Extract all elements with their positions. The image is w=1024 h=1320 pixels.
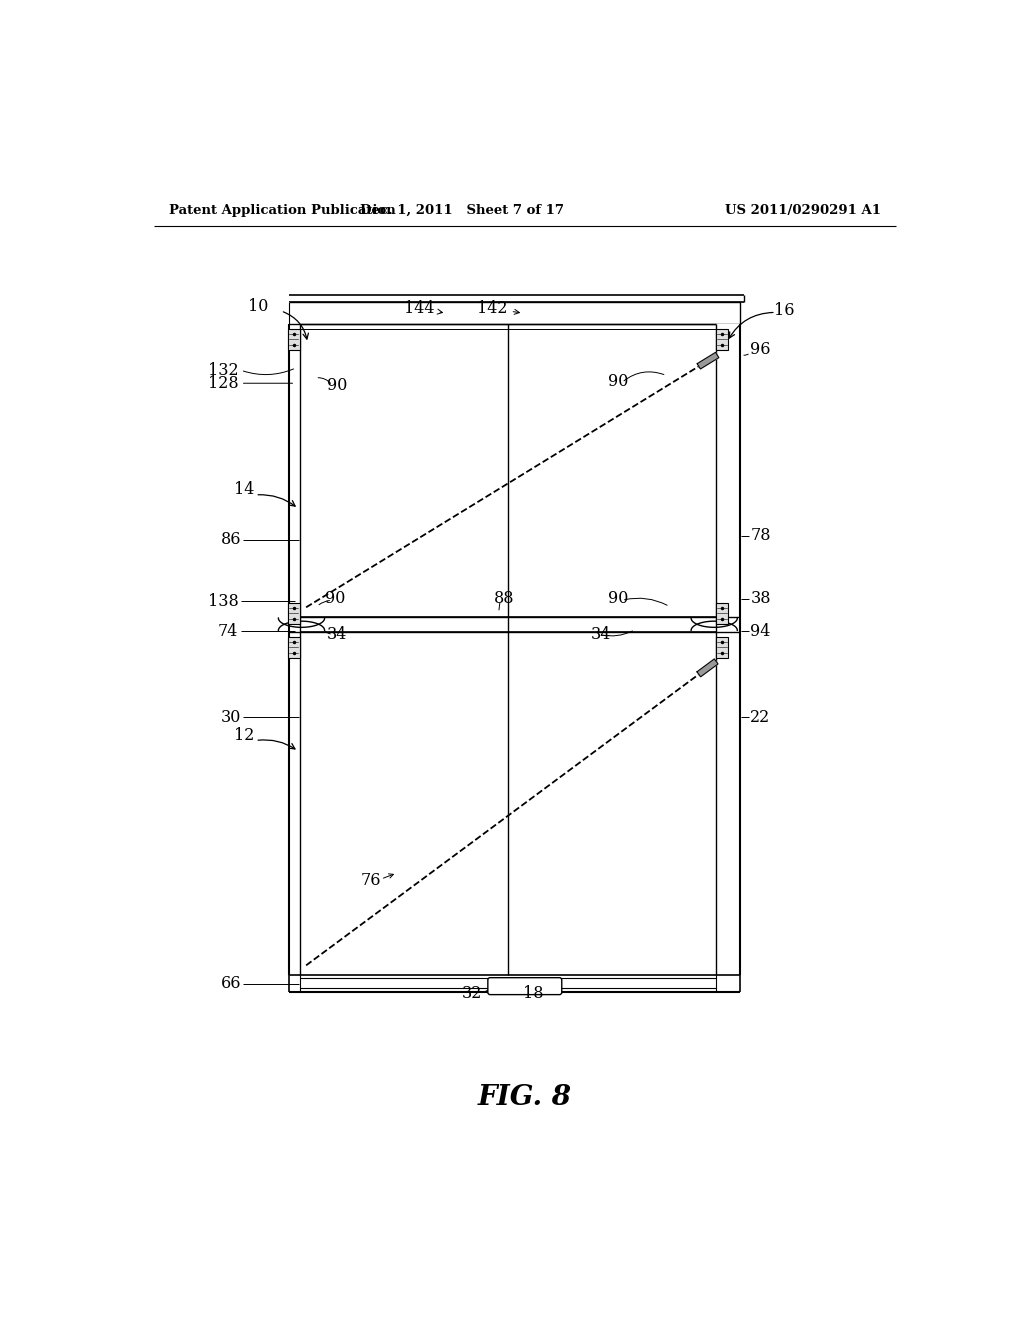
Text: 12: 12 (233, 727, 254, 744)
Text: 94: 94 (751, 623, 771, 640)
Text: 88: 88 (494, 590, 514, 607)
Text: 22: 22 (751, 709, 771, 726)
Text: 38: 38 (751, 590, 771, 607)
Bar (288, 603, 300, 624)
Text: 132: 132 (208, 362, 239, 379)
Bar (716, 636, 728, 659)
Text: 96: 96 (751, 341, 771, 358)
Polygon shape (697, 659, 718, 677)
Text: 86: 86 (221, 531, 242, 548)
Text: 144: 144 (404, 300, 442, 317)
Text: 90: 90 (325, 590, 345, 607)
Text: 18: 18 (523, 985, 544, 1002)
Text: Patent Application Publication: Patent Application Publication (169, 205, 396, 218)
Text: US 2011/0290291 A1: US 2011/0290291 A1 (725, 205, 882, 218)
Text: 34: 34 (327, 626, 347, 643)
Text: 74: 74 (218, 623, 239, 640)
Text: 90: 90 (608, 374, 629, 391)
Polygon shape (697, 352, 719, 368)
Text: Dec. 1, 2011   Sheet 7 of 17: Dec. 1, 2011 Sheet 7 of 17 (359, 205, 563, 218)
Text: 10: 10 (248, 298, 268, 314)
Text: 128: 128 (208, 375, 239, 392)
Bar (716, 329, 728, 350)
Text: 16: 16 (773, 302, 794, 319)
Bar (716, 603, 728, 624)
Text: 142: 142 (477, 300, 519, 317)
Text: 32: 32 (461, 985, 481, 1002)
Text: 90: 90 (608, 590, 629, 607)
Bar (716, 323, 740, 974)
Bar (288, 329, 300, 350)
Text: 14: 14 (233, 480, 254, 498)
Text: 66: 66 (221, 975, 242, 993)
Text: FIG. 8: FIG. 8 (478, 1084, 571, 1111)
Text: 138: 138 (208, 593, 239, 610)
FancyBboxPatch shape (487, 978, 562, 995)
Text: 30: 30 (221, 709, 242, 726)
Text: 78: 78 (751, 527, 771, 544)
Text: 90: 90 (327, 378, 347, 395)
Bar (288, 636, 300, 659)
Text: 76: 76 (360, 873, 381, 890)
Text: 34: 34 (591, 626, 611, 643)
Bar (289, 302, 740, 323)
